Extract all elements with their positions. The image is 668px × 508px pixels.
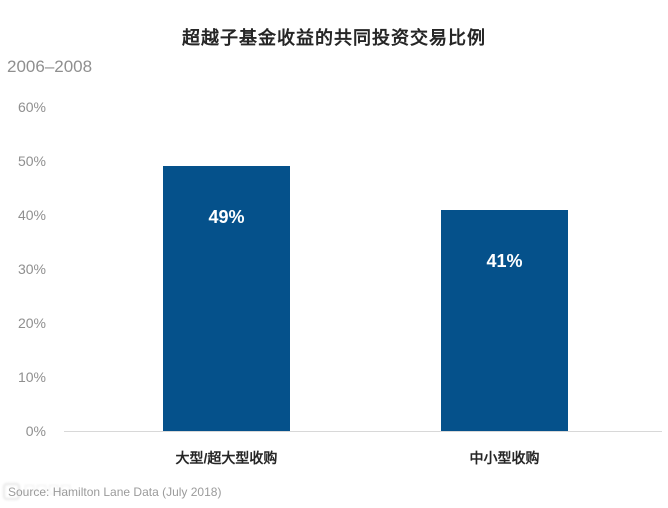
y-tick-label: 30% xyxy=(17,261,46,277)
bar: 41% xyxy=(441,210,568,431)
x-axis-line xyxy=(64,431,662,432)
y-tick-label: 20% xyxy=(17,315,46,331)
x-category-label: 大型/超大型收购 xyxy=(175,450,278,466)
bar-value-label: 41% xyxy=(486,251,523,271)
y-tick-label: 0% xyxy=(25,423,46,439)
y-tick-label: 60% xyxy=(17,99,46,115)
chart-subtitle: 2006–2008 xyxy=(7,57,93,76)
y-tick-label: 50% xyxy=(17,153,46,169)
bar-value-label: 49% xyxy=(208,207,245,227)
bar: 49% xyxy=(163,166,290,431)
chart-title: 超越子基金收益的共同投资交易比例 xyxy=(182,28,486,48)
y-tick-label: 10% xyxy=(17,369,46,385)
source-note: Source: Hamilton Lane Data (July 2018) xyxy=(8,485,222,499)
x-category-label: 中小型收购 xyxy=(469,450,540,466)
y-tick-label: 40% xyxy=(17,207,46,223)
